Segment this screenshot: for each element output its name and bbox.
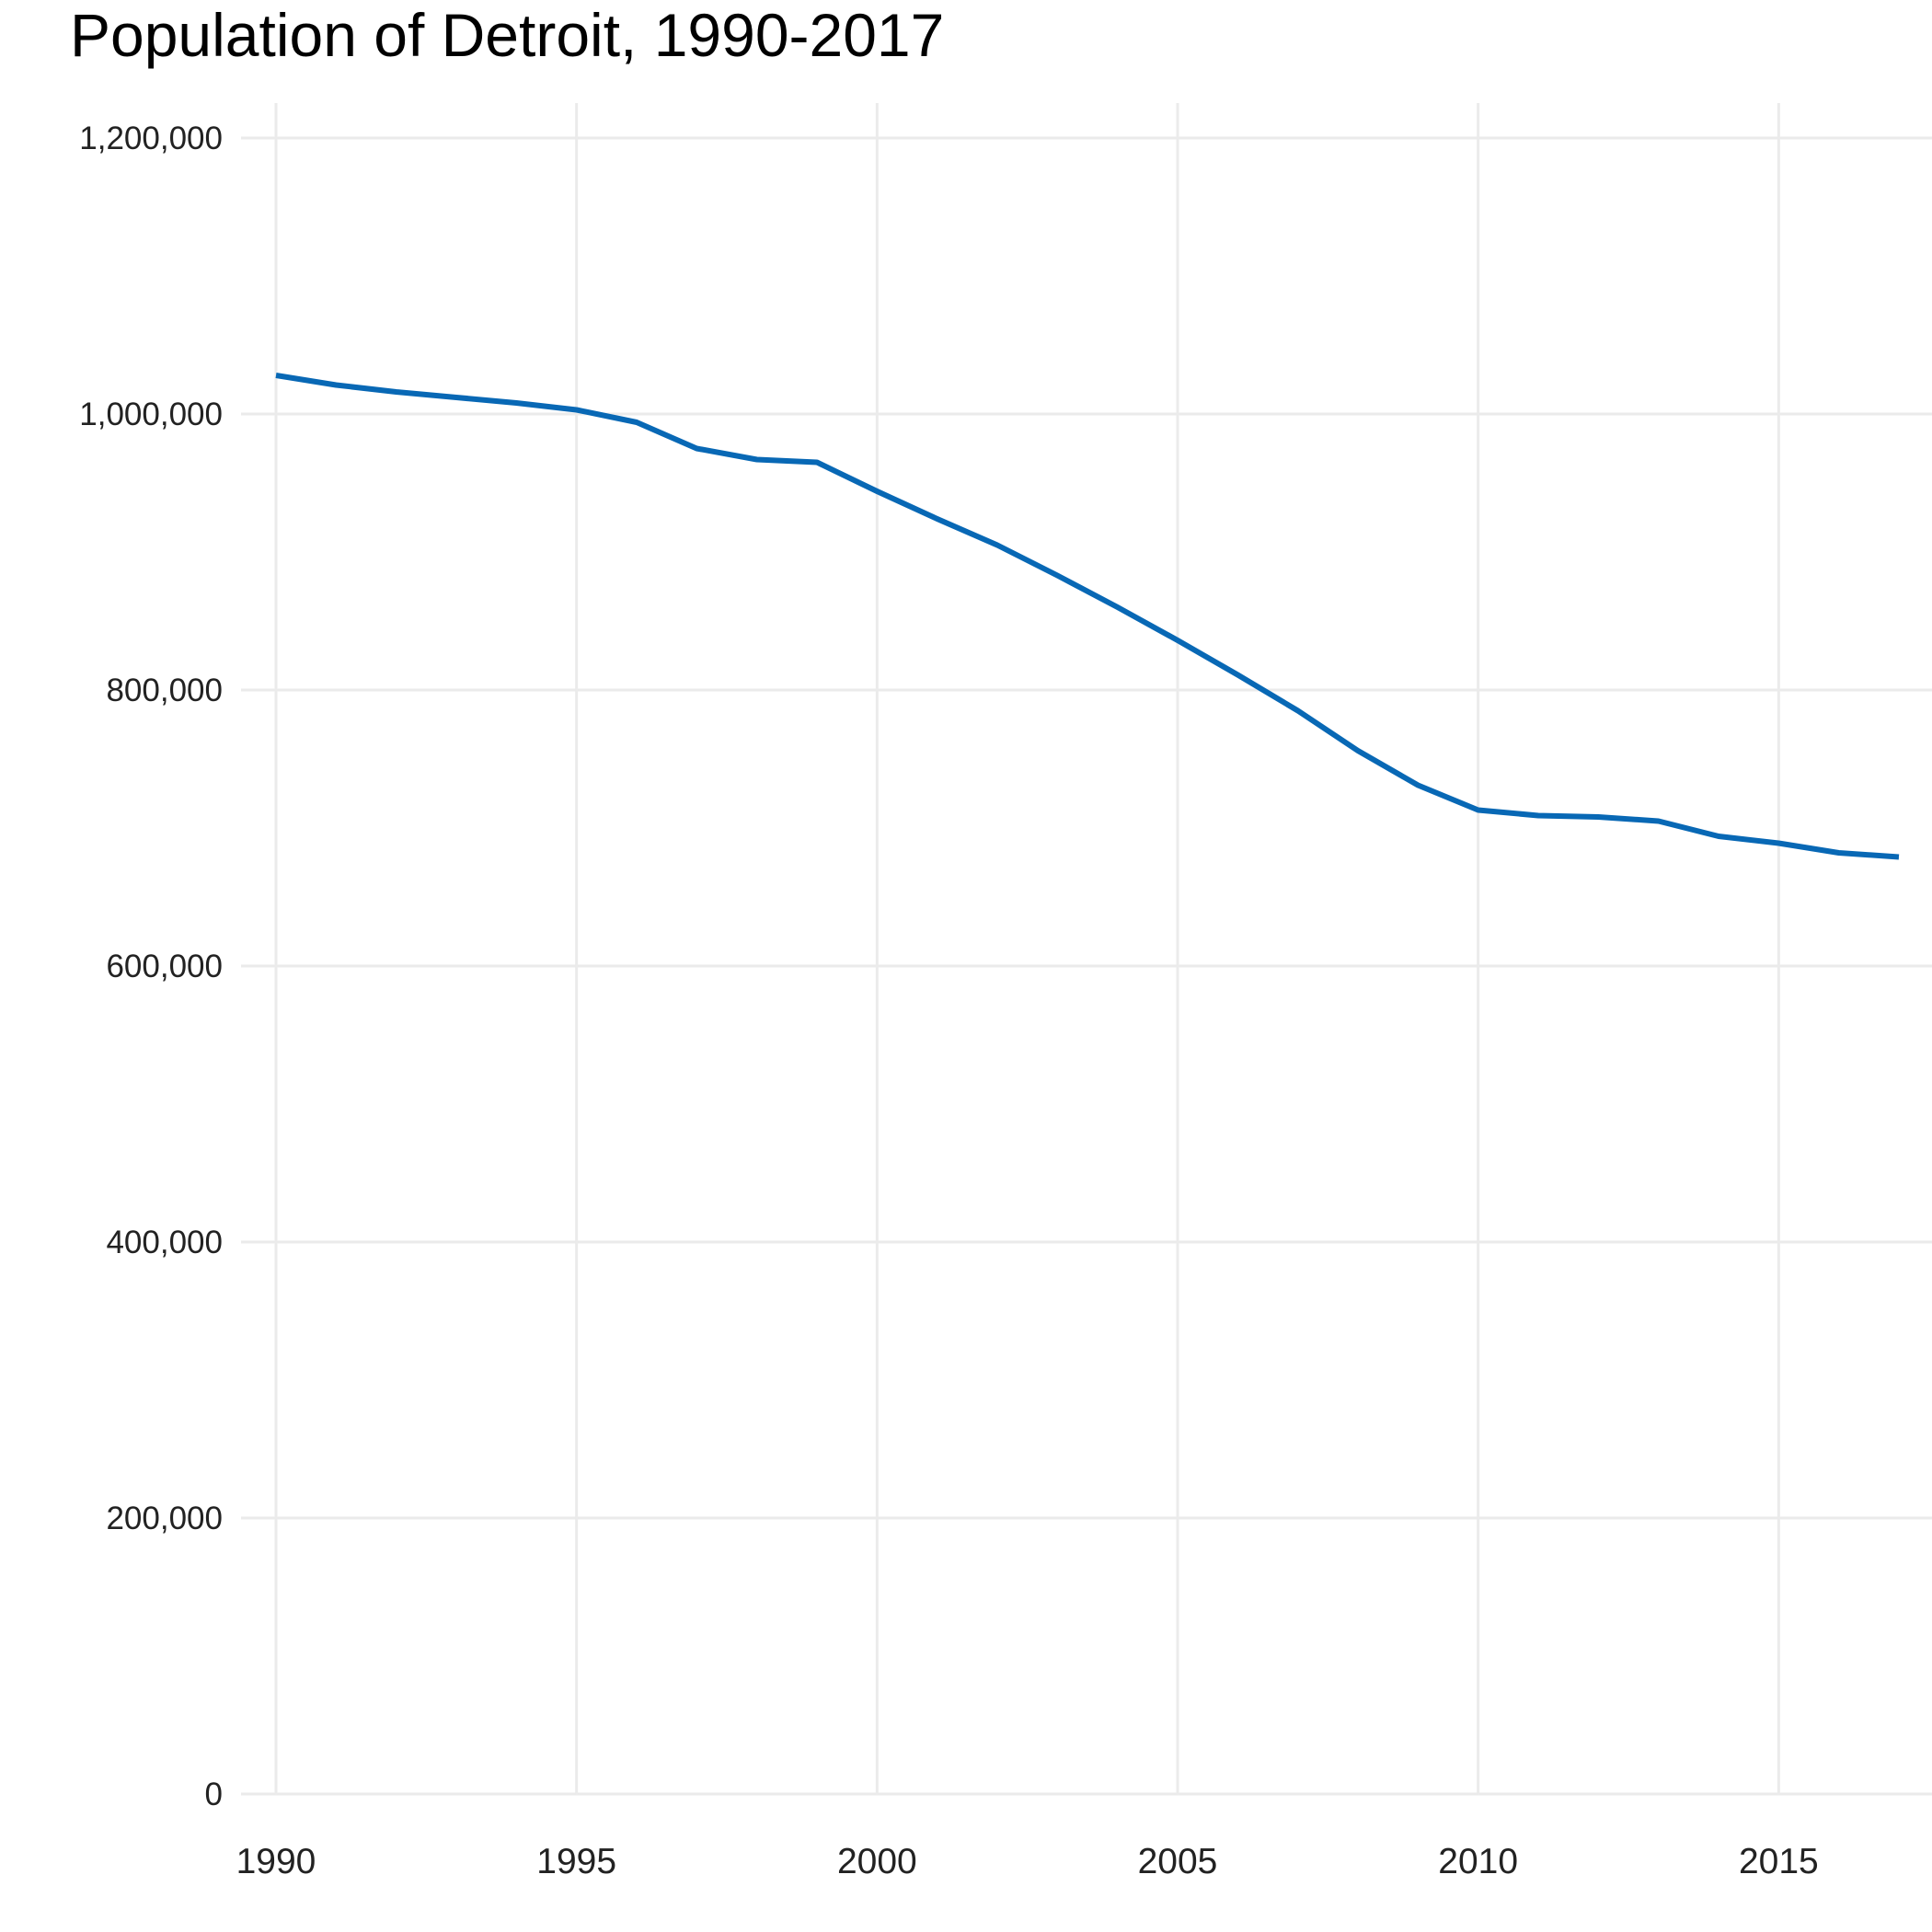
y-tick-label: 0 (205, 1777, 223, 1812)
x-tick-label: 2015 (1739, 1842, 1819, 1881)
y-axis: 0 200,000 400,000 600,000 800,000 1,000,000 1,… (79, 121, 223, 1812)
grid-lines (241, 103, 1932, 1796)
series-layer (275, 373, 1900, 860)
x-axis: 1990 1995 2000 2005 2010 2015 (236, 1842, 1819, 1881)
x-tick-label: 1995 (536, 1842, 616, 1881)
y-tick-label: 400,000 (106, 1225, 223, 1260)
x-tick-label: 1990 (236, 1842, 316, 1881)
y-tick-label: 800,000 (106, 673, 223, 708)
x-tick-label: 2000 (837, 1842, 917, 1881)
y-tick-label: 200,000 (106, 1501, 223, 1536)
series-line (275, 373, 1900, 860)
x-tick-label: 2005 (1138, 1842, 1218, 1881)
y-tick-label: 1,200,000 (79, 121, 223, 156)
y-tick-label: 1,000,000 (79, 397, 223, 432)
chart-title: Population of Detroit, 1990-2017 (70, 1, 945, 69)
y-tick-label: 600,000 (106, 949, 223, 984)
x-tick-label: 2010 (1438, 1842, 1518, 1881)
